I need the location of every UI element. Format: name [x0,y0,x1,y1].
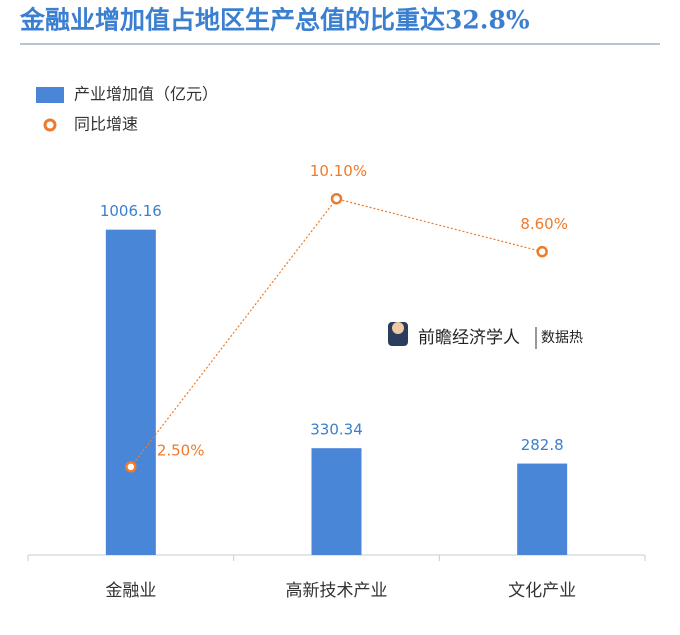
bar-value-label: 1006.16 [100,202,162,220]
line-value-label: 10.10% [310,162,367,180]
bar-value-label: 282.8 [521,436,564,454]
brand-tag: 数据热 [541,330,583,346]
chart-title: 金融业增加值占地区生产总值的比重达32.8% [19,6,530,35]
bar [311,448,362,555]
x-tick-label: 文化产业 [508,581,576,601]
bar [517,463,568,555]
x-tick-label: 高新技术产业 [286,581,388,601]
legend-label: 同比增速 [74,115,138,134]
legend-swatch [43,118,57,132]
line-point [125,461,137,473]
brand: 前瞻经济学人 数据热 [388,322,583,349]
brand-icon-face [392,322,404,334]
line-point [536,245,548,258]
line-value-label: 8.60% [520,215,568,233]
legend-label: 产业增加值（亿元） [74,85,218,104]
line-value-label: 2.50% [157,441,205,459]
x-tick-label: 金融业 [105,581,156,601]
bar-value-label: 330.34 [310,421,363,439]
bar [105,229,156,555]
brand-name: 前瞻经济学人 [418,328,520,348]
legend-swatch [36,87,64,103]
line-point [330,192,343,205]
